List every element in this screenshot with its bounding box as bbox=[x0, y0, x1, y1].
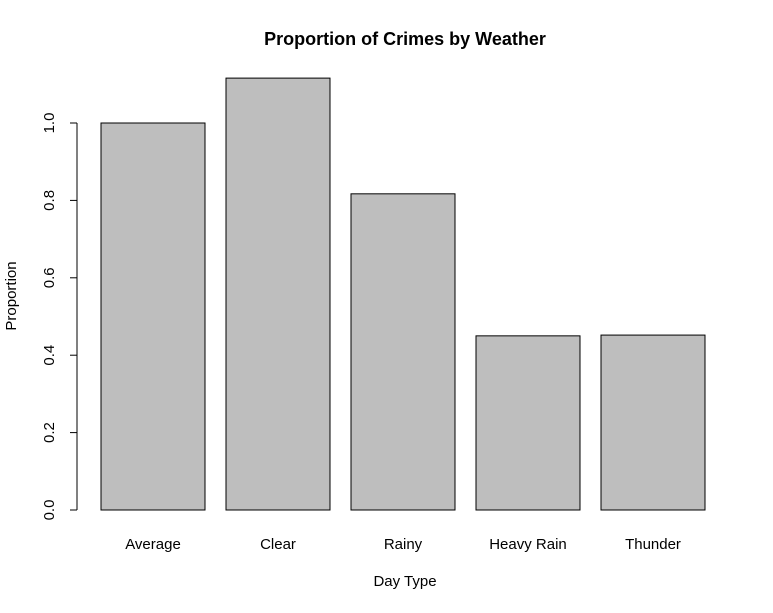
bar bbox=[350, 193, 456, 511]
y-tick-label: 0.6 bbox=[41, 267, 58, 288]
y-tick-label: 0.0 bbox=[41, 500, 58, 521]
y-axis-label: Proportion bbox=[3, 261, 20, 330]
y-tick-label: 0.4 bbox=[41, 345, 58, 366]
chart-title: Proportion of Crimes by Weather bbox=[264, 29, 546, 49]
x-tick-label: Thunder bbox=[625, 536, 681, 553]
y-tick-label: 0.2 bbox=[41, 422, 58, 443]
x-tick-label: Average bbox=[125, 536, 181, 553]
x-tick-label: Heavy Rain bbox=[489, 536, 567, 553]
x-axis-label: Day Type bbox=[373, 573, 436, 590]
x-tick-label: Clear bbox=[260, 536, 296, 553]
bar bbox=[225, 77, 331, 511]
x-tick-label: Rainy bbox=[384, 536, 423, 553]
y-tick-label: 1.0 bbox=[41, 113, 58, 134]
y-tick-label: 0.8 bbox=[41, 190, 58, 211]
bar bbox=[100, 122, 206, 511]
bar bbox=[475, 335, 581, 511]
bar bbox=[600, 334, 706, 511]
